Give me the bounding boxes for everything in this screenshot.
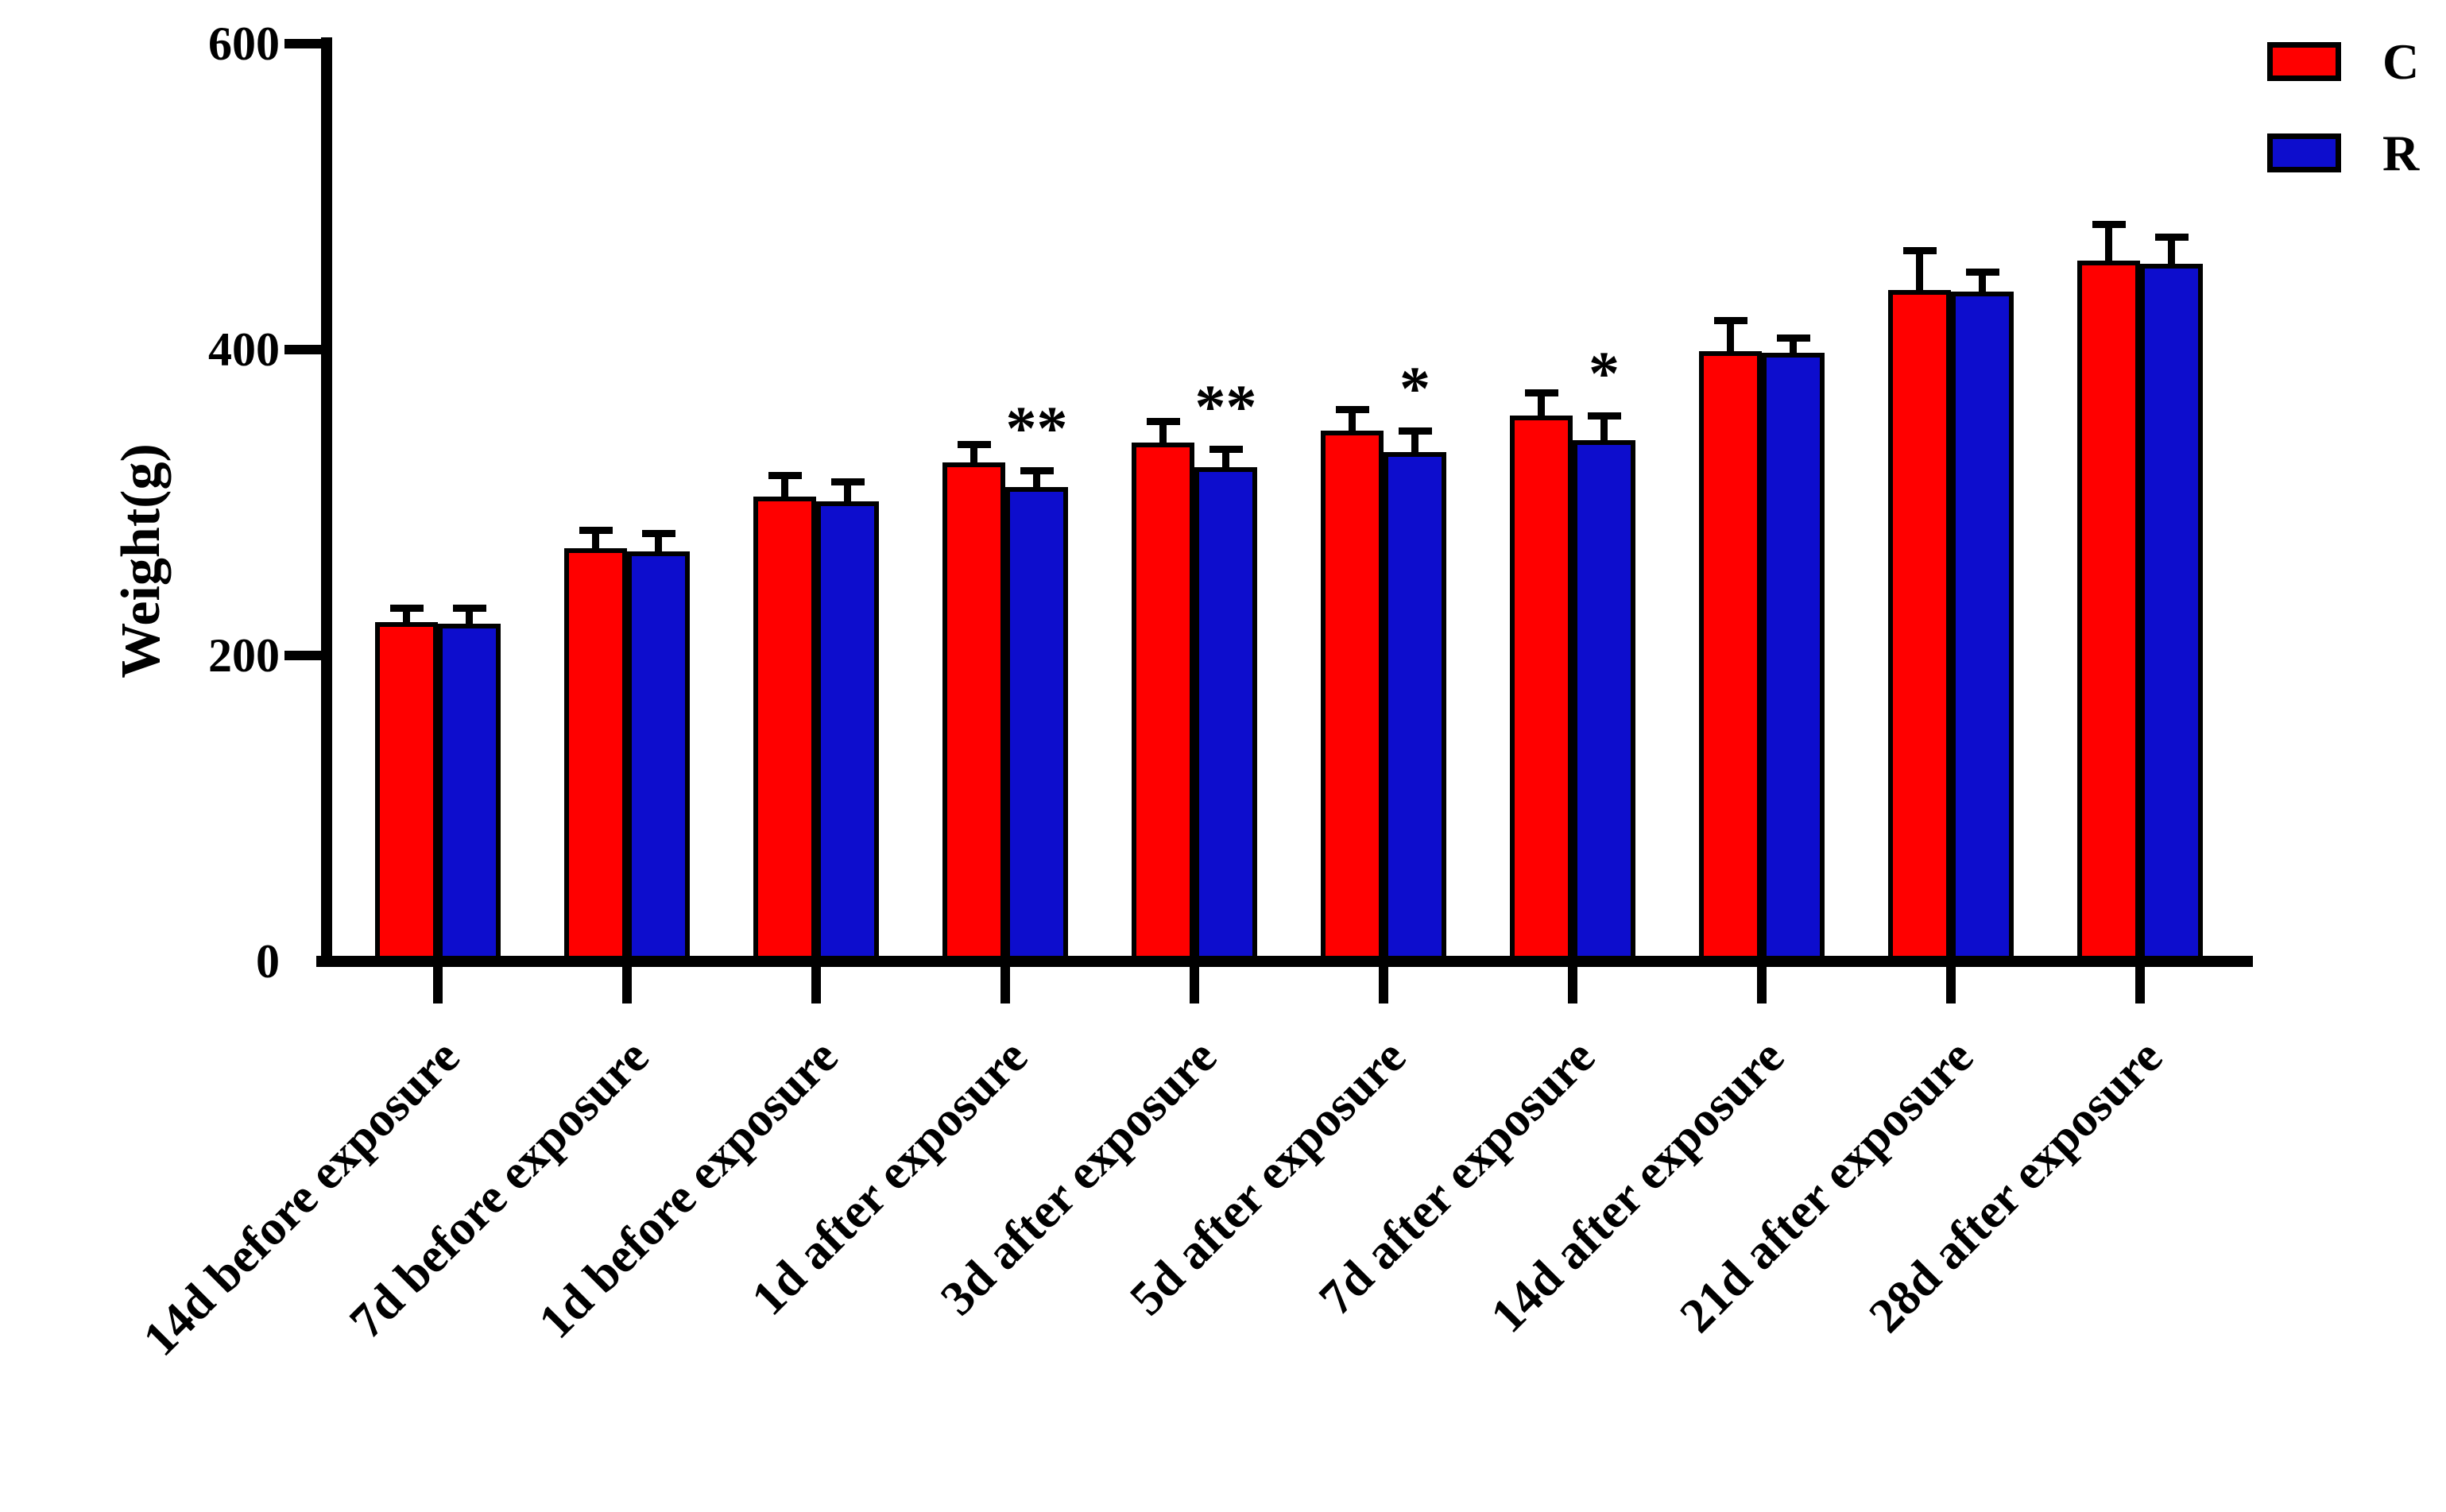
bar-C bbox=[1132, 443, 1194, 967]
error-bar-cap bbox=[1587, 412, 1621, 420]
error-bar-cap bbox=[452, 605, 486, 613]
error-bar-stem bbox=[1159, 421, 1167, 454]
error-bar-cap bbox=[1713, 317, 1747, 325]
significance-marker: * bbox=[1399, 354, 1430, 423]
error-bar-cap bbox=[1146, 418, 1180, 426]
bar-C bbox=[1321, 431, 1384, 967]
error-bar-stem bbox=[1033, 470, 1040, 499]
bar-R bbox=[1762, 352, 1825, 967]
bar-C bbox=[375, 621, 438, 967]
bar-R bbox=[2140, 264, 2203, 967]
y-tick-label: 200 bbox=[208, 629, 280, 682]
bar-C bbox=[2077, 261, 2140, 967]
error-bar-stem bbox=[970, 444, 977, 474]
bar-R bbox=[627, 551, 690, 967]
error-bar-stem bbox=[466, 608, 473, 635]
error-bar-stem bbox=[2105, 224, 2112, 273]
error-bar-cap bbox=[1902, 246, 1937, 254]
error-bar-stem bbox=[1538, 392, 1545, 427]
bar-C bbox=[753, 496, 816, 967]
bar-C bbox=[1699, 350, 1762, 967]
error-bar-cap bbox=[768, 471, 802, 479]
bar-C bbox=[1510, 415, 1573, 967]
error-bar-cap bbox=[389, 605, 424, 613]
error-bar-stem bbox=[781, 474, 788, 508]
x-tick bbox=[433, 967, 443, 1003]
error-bar-stem bbox=[655, 533, 662, 563]
legend-label-C: C bbox=[2382, 33, 2420, 90]
error-bar-stem bbox=[1600, 415, 1608, 451]
error-bar-stem bbox=[1979, 271, 1986, 303]
bar-R bbox=[1951, 291, 2014, 967]
significance-marker: ** bbox=[1194, 372, 1257, 442]
x-tick bbox=[1379, 967, 1388, 1003]
y-axis-line bbox=[321, 37, 332, 967]
error-bar-stem bbox=[1222, 449, 1229, 479]
y-tick bbox=[284, 345, 321, 354]
x-tick bbox=[2135, 967, 2145, 1003]
error-bar-stem bbox=[1411, 431, 1418, 463]
bar-R bbox=[438, 623, 501, 967]
bar-C bbox=[942, 462, 1005, 967]
x-tick bbox=[1757, 967, 1767, 1003]
error-bar-stem bbox=[1790, 337, 1797, 364]
y-tick bbox=[284, 651, 321, 660]
bar-C bbox=[564, 548, 627, 967]
x-tick bbox=[811, 967, 821, 1003]
error-bar-stem bbox=[592, 530, 599, 560]
error-bar-cap bbox=[1398, 427, 1432, 435]
error-bar-cap bbox=[957, 441, 991, 449]
error-bar-stem bbox=[2168, 236, 2175, 276]
x-tick bbox=[1946, 967, 1956, 1003]
bar-C bbox=[1888, 289, 1951, 967]
error-bar-cap bbox=[2154, 233, 2189, 241]
y-tick-label: 400 bbox=[208, 323, 280, 376]
error-bar-cap bbox=[2092, 221, 2126, 229]
error-bar-cap bbox=[1965, 268, 1999, 276]
x-tick bbox=[1000, 967, 1010, 1003]
error-bar-cap bbox=[1335, 406, 1369, 414]
error-bar-stem bbox=[1727, 320, 1734, 362]
y-tick-label: 0 bbox=[256, 935, 280, 988]
error-bar-cap bbox=[579, 527, 613, 535]
significance-marker: ** bbox=[1005, 393, 1068, 463]
x-axis-line bbox=[316, 956, 2253, 967]
error-bar-stem bbox=[403, 608, 410, 633]
error-bar-stem bbox=[1916, 249, 1923, 301]
bar-R bbox=[1384, 451, 1446, 967]
error-bar-cap bbox=[1776, 334, 1810, 342]
error-bar-stem bbox=[844, 481, 851, 512]
y-tick bbox=[284, 39, 321, 48]
legend-swatch-R bbox=[2267, 133, 2341, 172]
x-tick bbox=[622, 967, 632, 1003]
error-bar-cap bbox=[830, 478, 865, 485]
x-tick bbox=[1190, 967, 1199, 1003]
legend-swatch-C bbox=[2267, 42, 2341, 81]
error-bar-cap bbox=[641, 530, 675, 537]
significance-marker: * bbox=[1589, 338, 1620, 408]
error-bar-cap bbox=[1209, 446, 1243, 454]
error-bar-cap bbox=[1020, 467, 1054, 475]
bar-R bbox=[1194, 467, 1257, 967]
y-tick-label: 600 bbox=[208, 17, 280, 70]
bar-R bbox=[1573, 439, 1635, 967]
bar-R bbox=[816, 501, 879, 967]
error-bar-cap bbox=[1524, 389, 1558, 396]
bar-R bbox=[1005, 487, 1068, 967]
x-tick bbox=[1568, 967, 1577, 1003]
legend-label-R: R bbox=[2382, 124, 2420, 181]
error-bar-stem bbox=[1349, 409, 1356, 442]
